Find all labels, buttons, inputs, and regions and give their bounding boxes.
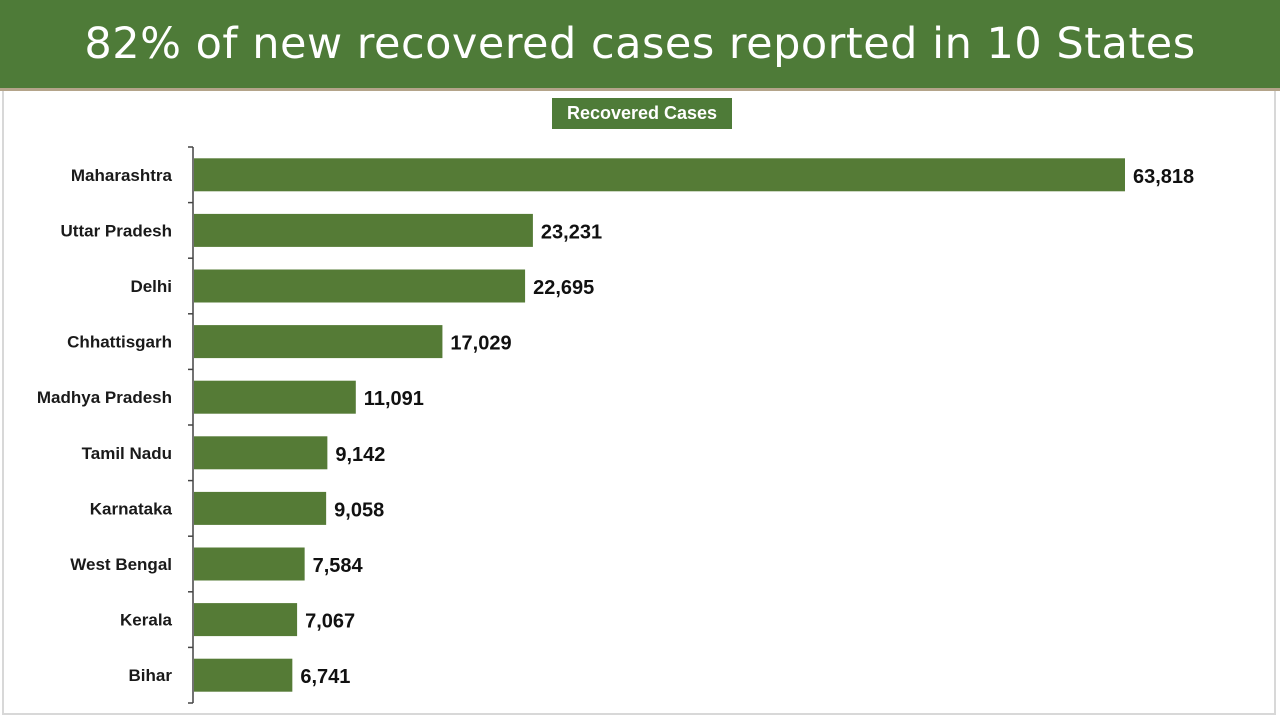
legend: Recovered Cases — [552, 98, 732, 129]
value-label: 9,058 — [334, 499, 384, 521]
bar-bihar — [194, 658, 293, 692]
category-label: Delhi — [130, 277, 172, 296]
category-label: Kerala — [120, 611, 173, 630]
category-label: Bihar — [129, 666, 173, 685]
category-label: Tamil Nadu — [82, 444, 172, 463]
legend-label: Recovered Cases — [566, 103, 718, 123]
value-label: 9,142 — [335, 444, 385, 466]
value-label: 7,584 — [313, 555, 364, 577]
category-label: Chhattisgarh — [67, 333, 172, 352]
bar-west-bengal — [194, 547, 305, 581]
category-label: West Bengal — [70, 555, 172, 574]
value-label: 17,029 — [450, 333, 511, 355]
bar-delhi — [194, 269, 526, 303]
value-label: 6,741 — [300, 666, 350, 688]
value-label: 22,695 — [533, 277, 594, 299]
category-label: Madhya Pradesh — [37, 388, 172, 407]
bar-karnataka — [194, 491, 327, 525]
bar-chhattisgarh — [194, 325, 443, 359]
value-label: 7,067 — [305, 611, 355, 633]
chart-title: 82% of new recovered cases reported in 1… — [84, 19, 1196, 69]
category-label: Maharashtra — [71, 166, 173, 185]
title-banner: 82% of new recovered cases reported in 1… — [0, 0, 1280, 88]
bar-tamil-nadu — [194, 436, 328, 470]
bar-uttar-pradesh — [194, 213, 533, 247]
value-label: 23,231 — [541, 221, 602, 243]
bar-maharashtra — [194, 158, 1125, 192]
value-label: 11,091 — [364, 388, 424, 410]
bar-madhya-pradesh — [194, 380, 356, 414]
bar-kerala — [194, 603, 298, 637]
category-label: Karnataka — [90, 499, 173, 518]
title-divider — [0, 88, 1280, 91]
chart-frame — [2, 91, 1276, 715]
value-label: 63,818 — [1133, 166, 1194, 188]
category-label: Uttar Pradesh — [61, 221, 172, 240]
